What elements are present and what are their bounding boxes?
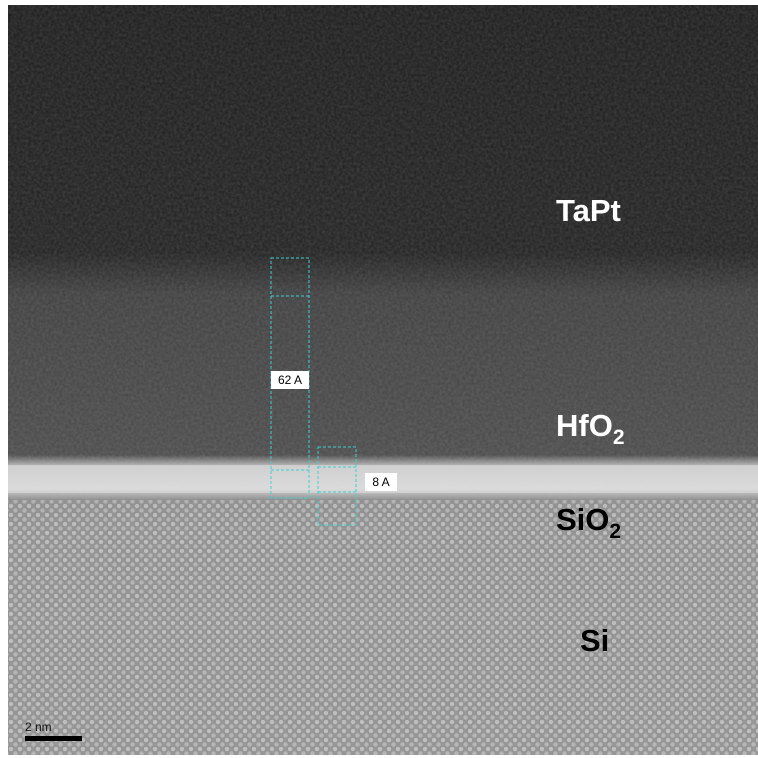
layer-label-sub: 2 [609, 520, 621, 543]
layer-label-base: HfO [556, 408, 613, 443]
layer-label: TaPt [556, 193, 621, 228]
tem-image: 62 A 8 A TaPt HfO2 SiO2 Si 2 nm [0, 0, 758, 758]
image-noise [8, 5, 758, 755]
measure-label: 8 A [372, 475, 389, 489]
layer-label: Si [580, 623, 609, 658]
layer-label-sub: 2 [613, 426, 625, 449]
scale-bar [25, 736, 82, 741]
measure-label: 62 A [278, 373, 302, 387]
scale-bar-label: 2 nm [25, 720, 52, 734]
layer-label-base: SiO [556, 502, 609, 537]
